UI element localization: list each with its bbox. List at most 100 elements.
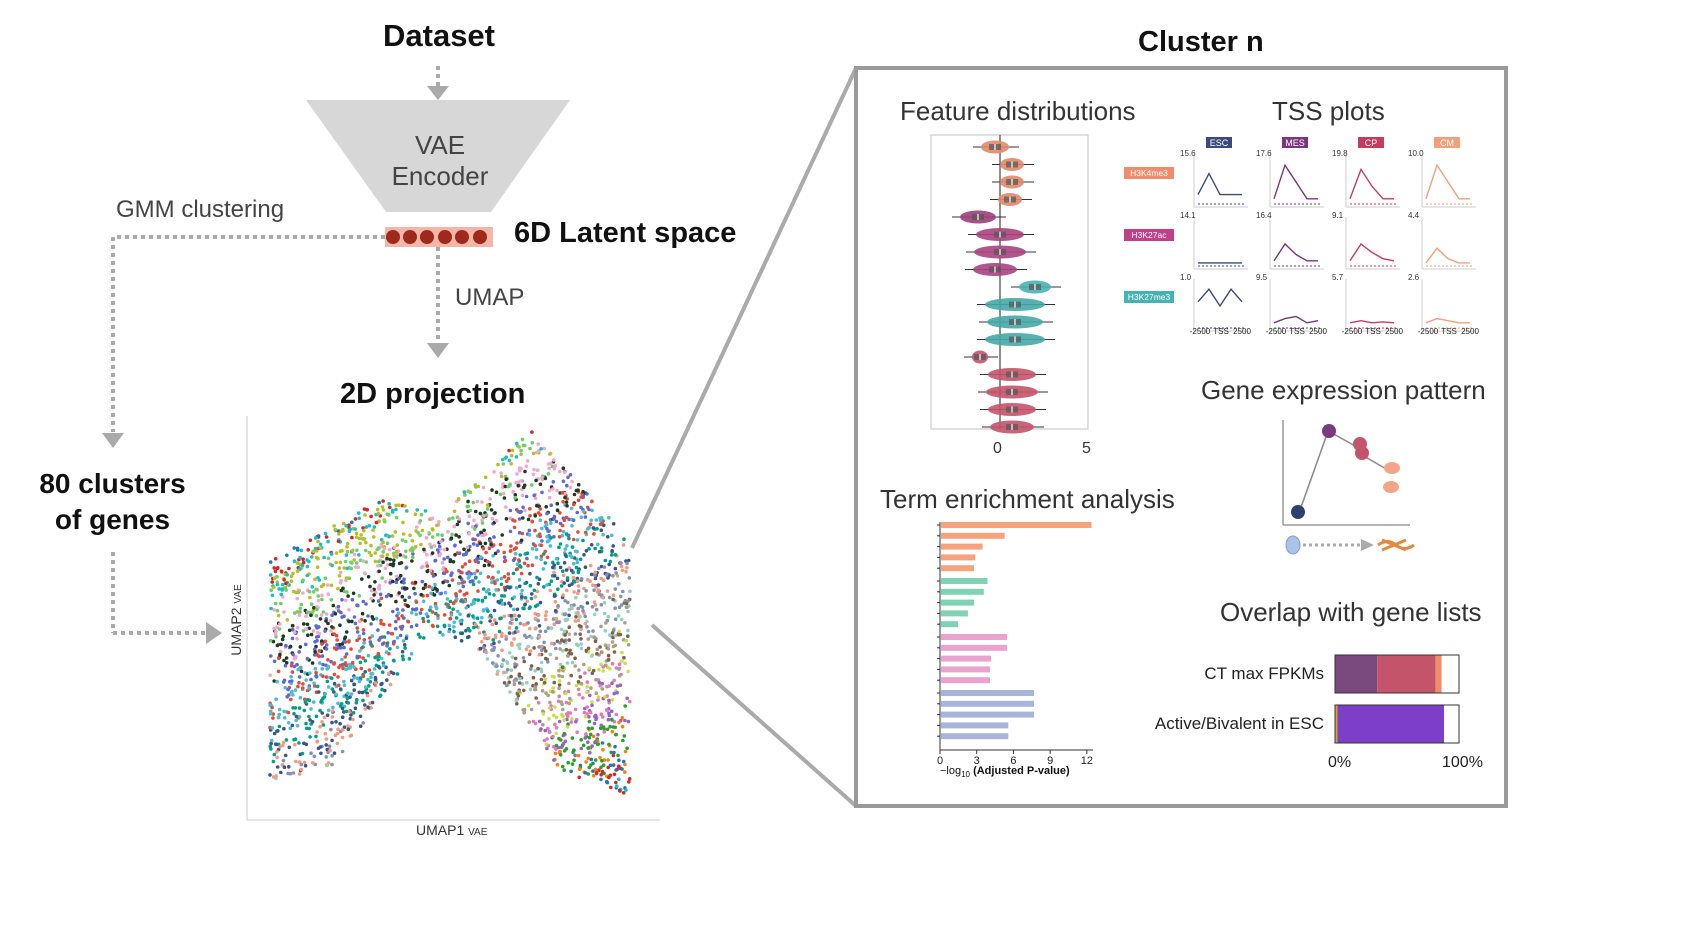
umap-point [533, 687, 538, 692]
umap-point [394, 549, 399, 554]
umap-point [583, 530, 588, 535]
umap-point [557, 686, 561, 691]
umap-point [361, 631, 366, 636]
umap-point [493, 551, 498, 556]
umap-point [562, 612, 567, 617]
umap-point [272, 679, 277, 683]
umap-point [388, 682, 393, 687]
umap-point [380, 681, 384, 686]
umap-point [420, 564, 425, 569]
tss-cell-max: 17.6 [1256, 149, 1272, 158]
umap-point [386, 631, 391, 635]
umap-point [559, 745, 564, 749]
umap-point [576, 680, 581, 684]
umap-point [532, 467, 536, 472]
umap-point [299, 669, 304, 674]
umap-point [280, 637, 285, 642]
umap-point [309, 632, 314, 637]
umap-point [530, 430, 534, 434]
umap-point [295, 596, 300, 601]
umap-point [602, 565, 607, 569]
umap-point [601, 669, 605, 673]
umap-point [598, 645, 602, 649]
umap-point [582, 553, 586, 557]
umap-point [606, 717, 611, 722]
tss-cell-max: 1.0 [1180, 273, 1192, 282]
umap-point [514, 626, 519, 630]
umap-point [299, 762, 304, 767]
umap-point [605, 727, 610, 732]
umap-point [554, 747, 558, 751]
umap-point [609, 785, 613, 790]
umap-point [477, 631, 482, 635]
umap-point [368, 584, 372, 589]
umap-point [479, 555, 483, 559]
umap-point [391, 658, 396, 663]
umap-point [593, 576, 598, 581]
umap-point [621, 543, 626, 547]
umap-point [294, 590, 298, 595]
umap-point [532, 493, 536, 498]
umap-point [471, 542, 476, 546]
umap-point [454, 592, 458, 596]
umap-point [280, 763, 285, 767]
term-xtick-label: 12 [1081, 755, 1093, 767]
umap-point [534, 696, 538, 700]
umap-point [483, 595, 488, 600]
umap-point [548, 452, 552, 456]
umap-point [518, 676, 522, 681]
tss-axis-label: 2500 [1385, 327, 1403, 336]
umap-point [568, 696, 572, 701]
umap-point [441, 567, 445, 572]
umap-point [493, 633, 498, 638]
umap-point [611, 763, 616, 767]
umap-point [526, 621, 530, 625]
umap-point [340, 657, 344, 662]
umap-point [589, 763, 593, 767]
umap-point [543, 561, 548, 565]
umap-point [340, 715, 345, 719]
umap-point [553, 751, 558, 756]
umap-point [501, 670, 506, 675]
umap-point [279, 642, 283, 647]
umap-point [414, 529, 418, 533]
term-bar [941, 677, 990, 684]
umap-point [561, 569, 565, 573]
overlap-segment [1335, 705, 1338, 743]
umap-point [555, 576, 560, 581]
umap-point [345, 541, 350, 546]
umap-point [436, 532, 440, 537]
umap-point [523, 469, 527, 474]
umap-point [583, 565, 588, 569]
umap-point [567, 625, 572, 629]
umap-point [507, 458, 512, 463]
umap-point [382, 547, 387, 551]
umap-point [289, 574, 294, 578]
umap-point [374, 616, 379, 621]
umap-point [293, 706, 298, 710]
umap-point [368, 636, 372, 640]
umap-point [575, 538, 580, 542]
umap-point [503, 558, 508, 563]
umap-point [357, 594, 362, 598]
umap-point [567, 607, 572, 612]
umap-point [324, 647, 329, 651]
umap-point [344, 553, 349, 557]
umap-point [361, 674, 366, 679]
umap-point [269, 741, 273, 746]
umap-point [480, 615, 484, 620]
umap-point [410, 538, 415, 543]
umap-point [504, 637, 509, 641]
umap-point [272, 659, 277, 664]
umap-point [498, 542, 503, 547]
umap-point [350, 561, 354, 565]
umap-point [512, 547, 517, 551]
umap-point [348, 527, 353, 532]
overlap-segment [1337, 705, 1445, 743]
umap-point [472, 518, 476, 523]
umap-point [583, 621, 588, 626]
umap-point [497, 629, 502, 634]
umap-point [575, 579, 580, 583]
umap-point [584, 589, 588, 593]
